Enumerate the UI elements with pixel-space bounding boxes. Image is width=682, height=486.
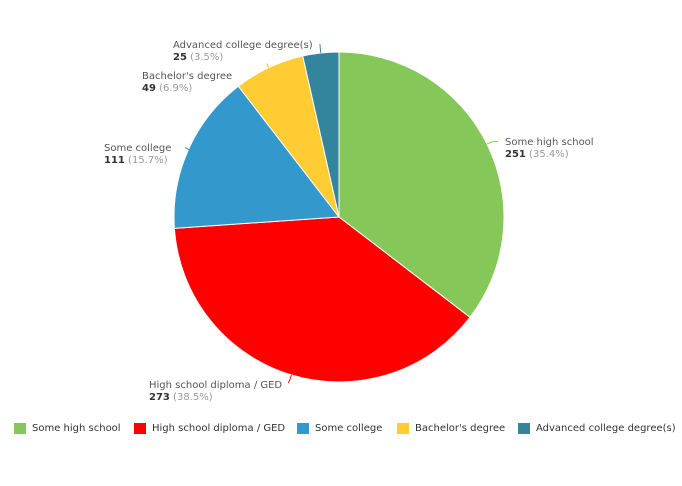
slice-label-value: 273 (38.5%) [149,392,213,403]
slice-label-value: 49 (6.9%) [142,83,192,94]
legend-item-high-school-diploma[interactable]: High school diploma / GED [134,420,285,436]
label-connector-4 [319,43,322,54]
slice-label-name: Advanced college degree(s) [173,40,313,51]
slice-label-name: Bachelor's degree [142,71,232,82]
legend-label: Some college [315,422,383,434]
legend-swatch [518,422,530,434]
label-connector-3 [266,63,270,68]
pie-slice-4[interactable] [302,51,340,218]
legend: Some high school High school diploma / G… [0,420,682,436]
pie-slice-1[interactable] [173,216,471,383]
legend-swatch [297,422,309,434]
legend-item-bachelors-degree[interactable]: Bachelor's degree [397,420,505,436]
slice-label-name: Some high school [505,137,594,148]
slice-label-name: High school diploma / GED [149,380,282,391]
legend-item-some-college[interactable]: Some college [297,420,382,436]
label-connector-1 [287,374,292,384]
legend-label: Advanced college degree(s) [536,422,676,434]
legend-label: Some high school [32,422,121,434]
slice-label-value: 111 (15.7%) [104,155,168,166]
label-connector-2 [184,147,191,151]
pie-slice-0[interactable] [338,51,505,319]
legend-label: High school diploma / GED [152,422,286,434]
legend-swatch [397,422,409,434]
label-connector-0 [486,141,499,145]
legend-item-some-high-school[interactable]: Some high school [14,420,121,436]
legend-item-advanced-college-degree[interactable]: Advanced college degree(s) [518,420,676,436]
legend-swatch [134,422,146,434]
legend-swatch [14,422,26,434]
legend-label: Bachelor's degree [415,422,506,434]
slice-label-name: Some college [104,143,171,154]
slice-label-value: 25 (3.5%) [173,52,223,63]
pie-slices [173,51,505,383]
slice-label-value: 251 (35.4%) [505,149,569,160]
label-connectors [184,43,499,384]
